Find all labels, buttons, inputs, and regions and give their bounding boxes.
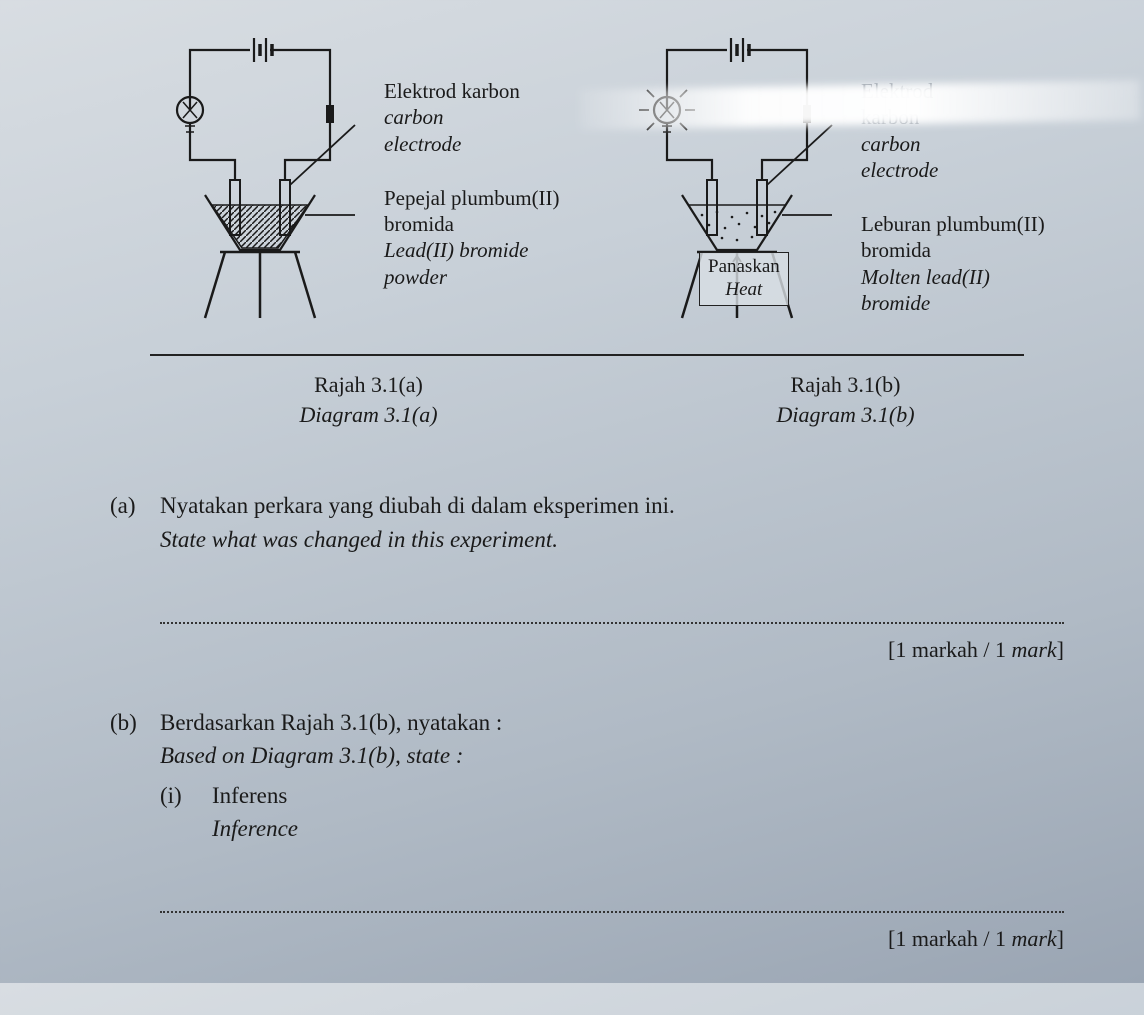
caption-en: Diagram 3.1(a) [150, 400, 587, 430]
question-letter: (b) [110, 706, 144, 955]
sub-text-en: Inference [212, 812, 298, 845]
label-text: carbon [384, 104, 560, 130]
mark-allocation: [1 markah / 1 mark] [160, 634, 1064, 666]
mark-allocation: [1 markah / 1 mark] [160, 923, 1064, 955]
label-text: electrode [384, 131, 560, 157]
caption-en: Diagram 3.1(b) [627, 400, 1064, 430]
question-a: (a) Nyatakan perkara yang diubah di dala… [110, 489, 1064, 666]
label-text: bromida [384, 211, 560, 237]
question-b: (b) Berdasarkan Rajah 3.1(b), nyatakan :… [110, 706, 1064, 955]
diagram-a: Elektrod karbon carbon electrode Pepejal… [150, 20, 587, 344]
label-text: Leburan plumbum(II) [861, 211, 1064, 237]
sub-text-ms: Inferens [212, 779, 298, 812]
label-text: bromida [861, 237, 1064, 263]
heat-label: Panaskan Heat [699, 252, 789, 306]
label-text: karbon [861, 104, 1064, 130]
caption-a: Rajah 3.1(a) Diagram 3.1(a) [150, 370, 587, 429]
ground-line [150, 354, 1024, 356]
apparatus-a-svg [150, 20, 370, 344]
label-text: electrode [861, 157, 1064, 183]
question-text-ms: Berdasarkan Rajah 3.1(b), nyatakan : [160, 706, 1064, 739]
heat-text-ms: Panaskan [708, 256, 780, 279]
caption-ms: Rajah 3.1(a) [150, 370, 587, 400]
label-text: Molten lead(II) bromide [861, 264, 1064, 317]
question-text-en: Based on Diagram 3.1(b), state : [160, 739, 1064, 772]
label-text: carbon [861, 131, 1064, 157]
label-carbon-electrode-a: Elektrod karbon carbon electrode [384, 78, 560, 157]
caption-ms: Rajah 3.1(b) [627, 370, 1064, 400]
label-carbon-electrode-b: Elektrod karbon carbon electrode [861, 78, 1064, 183]
label-text: Elektrod karbon [384, 78, 560, 104]
label-solid-bromide-a: Pepejal plumbum(II) bromida Lead(II) bro… [384, 185, 560, 290]
heat-text-en: Heat [708, 279, 780, 302]
label-molten-bromide-b: Leburan plumbum(II) bromida Molten lead(… [861, 211, 1064, 316]
question-text-ms: Nyatakan perkara yang diubah di dalam ek… [160, 489, 1064, 522]
question-letter: (a) [110, 489, 144, 666]
label-text: Pepejal plumbum(II) [384, 185, 560, 211]
sub-letter: (i) [160, 779, 196, 846]
question-text-en: State what was changed in this experimen… [160, 523, 1064, 556]
diagram-b: Panaskan Heat Elektrod karbon carbon ele… [627, 20, 1064, 344]
label-text: Elektrod [861, 78, 1064, 104]
caption-b: Rajah 3.1(b) Diagram 3.1(b) [627, 370, 1064, 429]
answer-line [160, 863, 1064, 913]
label-text: Lead(II) bromide [384, 237, 560, 263]
label-text: powder [384, 264, 560, 290]
answer-line [160, 574, 1064, 624]
